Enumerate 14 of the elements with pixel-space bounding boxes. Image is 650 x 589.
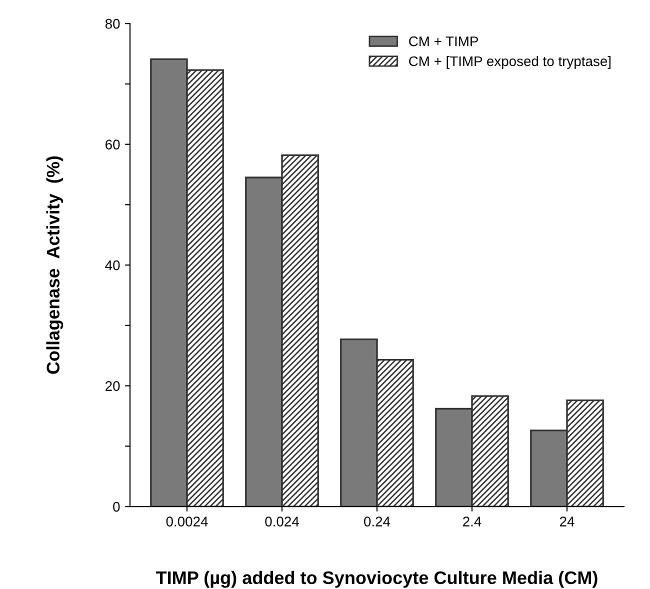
x-tick-label: 0.024 <box>265 516 299 526</box>
x-tick-label: 24 <box>560 516 574 526</box>
y-tick-label: 60 <box>106 140 120 150</box>
y-tick-label: 40 <box>105 260 120 270</box>
y-tick-label: 0 <box>113 502 120 512</box>
legend-label: CM + TIMP <box>409 36 478 46</box>
x-tick-label: 0.0024 <box>166 516 208 526</box>
x-axis-title: TIMP (µg) added to Synoviocyte Culture Media (CM) <box>156 570 598 588</box>
x-tick-label: 2.4 <box>463 516 482 526</box>
y-tick-label: 80 <box>105 18 120 29</box>
y-tick-label: 20 <box>106 381 120 391</box>
x-tick-label: 0.24 <box>364 516 390 526</box>
legend-label: CM + [TIMP exposed to tryptase] <box>409 56 611 69</box>
y-axis-title: Collagenase Activity (%) <box>46 156 64 374</box>
